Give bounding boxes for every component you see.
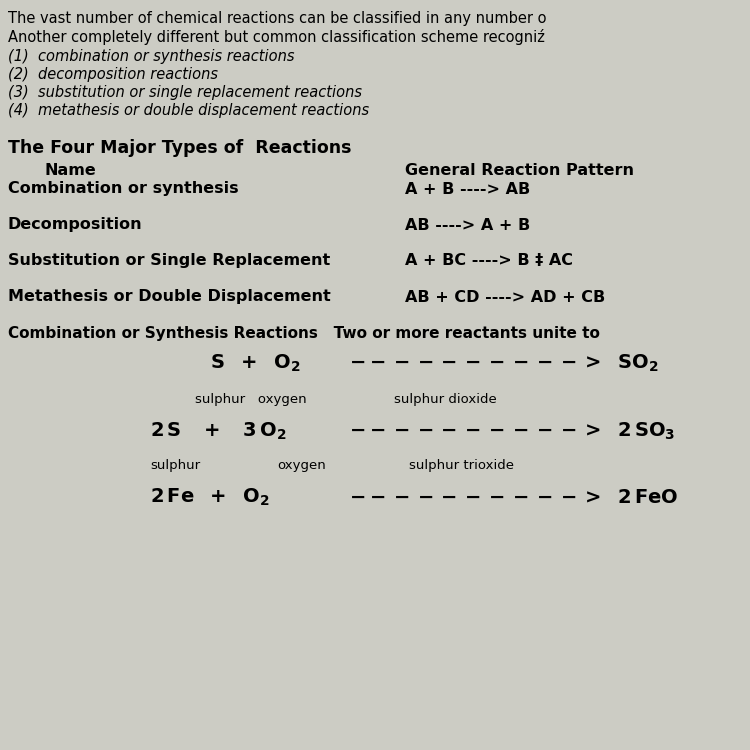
Text: (2)  decomposition reactions: (2) decomposition reactions	[8, 68, 217, 82]
Text: Metathesis or Double Displacement: Metathesis or Double Displacement	[8, 290, 330, 304]
Text: Combination or Synthesis Reactions   Two or more reactants unite to: Combination or Synthesis Reactions Two o…	[8, 326, 599, 340]
Text: Another completely different but common classification scheme recogniź: Another completely different but common …	[8, 29, 544, 45]
Text: General Reaction Pattern: General Reaction Pattern	[405, 163, 634, 178]
Text: $\mathbf{2\,Fe\ \ +\ \ O_2}$: $\mathbf{2\,Fe\ \ +\ \ O_2}$	[150, 487, 270, 508]
Text: $\mathbf{S\ \ +\ \ O_2}$: $\mathbf{S\ \ +\ \ O_2}$	[210, 353, 301, 374]
Text: $\mathbf{---------->\ \ 2\,FeO}$: $\mathbf{---------->\ \ 2\,FeO}$	[349, 488, 678, 507]
Text: AB + CD ----> AD + CB: AB + CD ----> AD + CB	[405, 290, 605, 304]
Text: The vast number of chemical reactions can be classified in any number o: The vast number of chemical reactions ca…	[8, 11, 546, 26]
Text: A + B ----> AB: A + B ----> AB	[405, 182, 530, 196]
Text: (1)  combination or synthesis reactions: (1) combination or synthesis reactions	[8, 50, 294, 64]
Text: sulphur: sulphur	[150, 459, 200, 472]
Text: AB ----> A + B: AB ----> A + B	[405, 217, 530, 232]
Text: Name: Name	[45, 163, 97, 178]
Text: $\mathbf{---------->\ \ 2\,SO_3}$: $\mathbf{---------->\ \ 2\,SO_3}$	[349, 421, 675, 442]
Text: (3)  substitution or single replacement reactions: (3) substitution or single replacement r…	[8, 86, 362, 100]
Text: A + BC ----> B ‡ AC: A + BC ----> B ‡ AC	[405, 254, 573, 268]
Text: $\mathbf{---------->\ \ SO_2}$: $\mathbf{---------->\ \ SO_2}$	[349, 353, 658, 374]
Text: Substitution or Single Replacement: Substitution or Single Replacement	[8, 254, 330, 268]
Text: Combination or synthesis: Combination or synthesis	[8, 182, 238, 196]
Text: sulphur   oxygen: sulphur oxygen	[195, 393, 307, 406]
Text: sulphur trioxide: sulphur trioxide	[409, 459, 514, 472]
Text: Decomposition: Decomposition	[8, 217, 142, 232]
Text: $\mathbf{2\,S\ \ \ +\ \ \ 3\,O_2}$: $\mathbf{2\,S\ \ \ +\ \ \ 3\,O_2}$	[150, 421, 286, 442]
Text: (4)  metathesis or double displacement reactions: (4) metathesis or double displacement re…	[8, 104, 369, 118]
Text: The Four Major Types of  Reactions: The Four Major Types of Reactions	[8, 139, 351, 157]
Text: sulphur dioxide: sulphur dioxide	[394, 393, 496, 406]
Text: oxygen: oxygen	[278, 459, 326, 472]
